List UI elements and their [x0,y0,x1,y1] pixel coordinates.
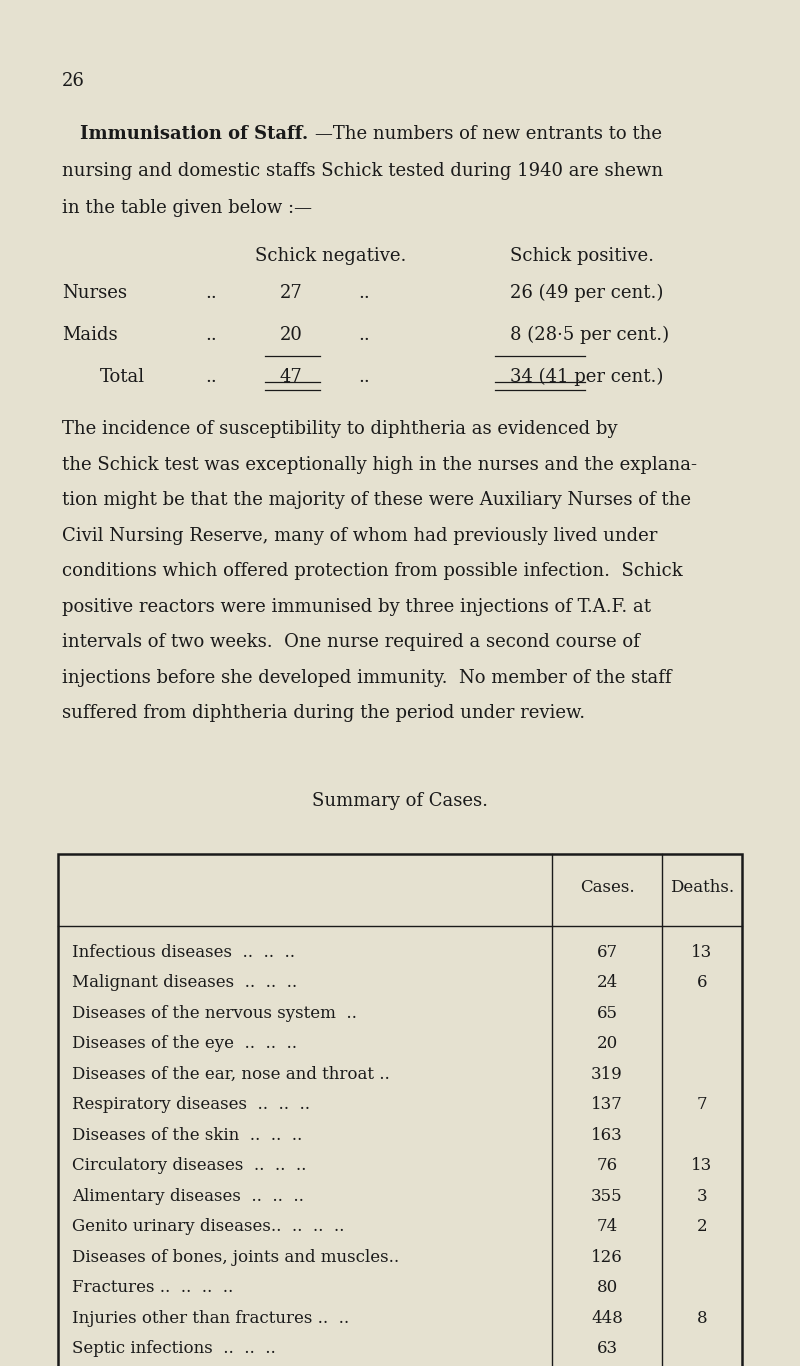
Text: Schick positive.: Schick positive. [510,247,654,265]
Text: Injuries other than fractures ..  ..: Injuries other than fractures .. .. [72,1310,349,1326]
Text: 6: 6 [697,974,707,992]
Text: Maids: Maids [62,326,118,344]
Text: 8 (28·5 per cent.): 8 (28·5 per cent.) [510,326,669,344]
Text: 13: 13 [691,944,713,960]
Text: 24: 24 [596,974,618,992]
Text: ..: .. [358,326,370,344]
Text: Civil Nursing Reserve, many of whom had previously lived under: Civil Nursing Reserve, many of whom had … [62,527,658,545]
Text: tion might be that the majority of these were Auxiliary Nurses of the: tion might be that the majority of these… [62,492,691,510]
Text: Diseases of bones, joints and muscles..: Diseases of bones, joints and muscles.. [72,1249,399,1266]
Text: the Schick test was exceptionally high in the nurses and the explana-: the Schick test was exceptionally high i… [62,456,697,474]
Text: Total: Total [100,367,145,387]
Text: 13: 13 [691,1157,713,1175]
Text: 319: 319 [591,1065,623,1083]
Text: 126: 126 [591,1249,623,1266]
Text: conditions which offered protection from possible infection.  Schick: conditions which offered protection from… [62,561,682,581]
Text: positive reactors were immunised by three injections of T.A.F. at: positive reactors were immunised by thre… [62,597,651,616]
Text: 76: 76 [597,1157,618,1175]
Text: Deaths.: Deaths. [670,878,734,896]
Text: suffered from diphtheria during the period under review.: suffered from diphtheria during the peri… [62,703,585,723]
Text: Fractures ..  ..  ..  ..: Fractures .. .. .. .. [72,1279,234,1296]
Text: Malignant diseases  ..  ..  ..: Malignant diseases .. .. .. [72,974,297,992]
Text: The incidence of susceptibility to diphtheria as evidenced by: The incidence of susceptibility to dipht… [62,421,618,438]
Text: 27: 27 [280,284,302,302]
Text: 65: 65 [597,1004,618,1022]
Text: 355: 355 [591,1187,623,1205]
Text: Cases.: Cases. [580,878,634,896]
Text: Diseases of the nervous system  ..: Diseases of the nervous system .. [72,1004,357,1022]
Text: Nurses: Nurses [62,284,127,302]
Text: Alimentary diseases  ..  ..  ..: Alimentary diseases .. .. .. [72,1187,304,1205]
Text: Immunisation of Staff.: Immunisation of Staff. [80,126,308,143]
Text: ..: .. [205,284,217,302]
Text: Summary of Cases.: Summary of Cases. [312,792,488,810]
Text: Respiratory diseases  ..  ..  ..: Respiratory diseases .. .. .. [72,1096,310,1113]
Text: 7: 7 [697,1096,707,1113]
Text: injections before she developed immunity.  No member of the staff: injections before she developed immunity… [62,668,671,687]
Text: Diseases of the skin  ..  ..  ..: Diseases of the skin .. .. .. [72,1127,302,1143]
Bar [58,854,742,1366]
Text: 163: 163 [591,1127,623,1143]
Text: ..: .. [358,367,370,387]
Text: Infectious diseases  ..  ..  ..: Infectious diseases .. .. .. [72,944,295,960]
Text: Circulatory diseases  ..  ..  ..: Circulatory diseases .. .. .. [72,1157,306,1175]
Text: 3: 3 [697,1187,707,1205]
Text: 34 (41 per cent.): 34 (41 per cent.) [510,367,663,387]
Text: 26 (49 per cent.): 26 (49 per cent.) [510,284,663,302]
Text: Genito urinary diseases..  ..  ..  ..: Genito urinary diseases.. .. .. .. [72,1218,344,1235]
Text: 67: 67 [597,944,618,960]
Text: nursing and domestic staffs Schick tested during 1940 are shewn: nursing and domestic staffs Schick teste… [62,163,663,180]
Text: 26: 26 [62,72,85,90]
Text: 2: 2 [697,1218,707,1235]
Text: 80: 80 [596,1279,618,1296]
Text: in the table given below :—: in the table given below :— [62,199,312,217]
Text: 63: 63 [597,1340,618,1356]
Text: Septic infections  ..  ..  ..: Septic infections .. .. .. [72,1340,276,1356]
Text: Schick negative.: Schick negative. [255,247,406,265]
Text: Diseases of the eye  ..  ..  ..: Diseases of the eye .. .. .. [72,1035,297,1052]
Text: ..: .. [205,367,217,387]
Text: —The numbers of new entrants to the: —The numbers of new entrants to the [315,126,662,143]
Text: intervals of two weeks.  One nurse required a second course of: intervals of two weeks. One nurse requir… [62,632,640,652]
Text: 20: 20 [280,326,303,344]
Text: Diseases of the ear, nose and throat ..: Diseases of the ear, nose and throat .. [72,1065,390,1083]
Text: 20: 20 [596,1035,618,1052]
Text: 74: 74 [596,1218,618,1235]
Text: ..: .. [205,326,217,344]
Text: 8: 8 [697,1310,707,1326]
Text: 47: 47 [280,367,302,387]
Text: 137: 137 [591,1096,623,1113]
Text: ..: .. [358,284,370,302]
Text: 448: 448 [591,1310,623,1326]
